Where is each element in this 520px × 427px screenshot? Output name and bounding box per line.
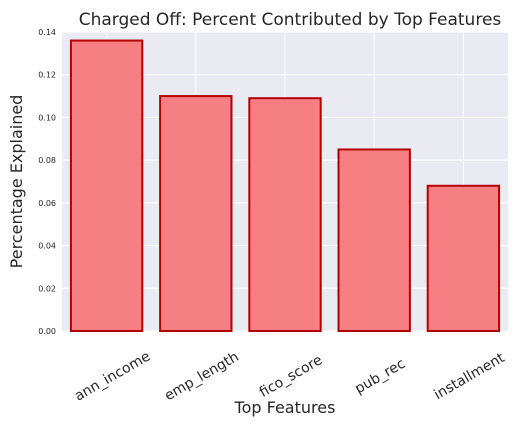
bar-ann-income	[69, 39, 144, 333]
x-axis-label: Top Features	[234, 398, 336, 417]
y-tick-label: 0.00	[38, 327, 56, 336]
y-tick-label: 0.04	[38, 242, 56, 251]
y-axis-label: Percentage Explained	[7, 95, 26, 269]
bars	[69, 39, 501, 333]
y-tick-label: 0.10	[38, 113, 56, 122]
bar-emp-length	[159, 95, 233, 332]
bar-installment	[426, 184, 501, 332]
y-tick-label: 0.06	[38, 199, 56, 208]
x-tick-label: installment	[431, 350, 507, 403]
y-tick-label: 0.08	[38, 156, 56, 165]
y-tick-label: 0.12	[38, 71, 56, 80]
x-tick-label: fico_score	[257, 352, 325, 401]
bar-pub-rec	[337, 148, 411, 332]
x-tick-label: pub_rec	[352, 356, 408, 398]
x-tick-label: emp_length	[162, 349, 242, 404]
x-axis-ticks: ann_income emp_length fico_score pub_rec ins…	[72, 348, 508, 404]
y-tick-label: 0.02	[38, 284, 56, 293]
y-tick-label: 0.14	[38, 28, 56, 37]
y-axis-ticks: 0.00 0.02 0.04 0.06 0.08 0.10 0.12 0.14	[38, 28, 56, 336]
bar-fico-score	[248, 97, 322, 333]
chart-title: Charged Off: Percent Contributed by Top …	[79, 10, 502, 30]
x-tick-label: ann_income	[72, 348, 153, 404]
